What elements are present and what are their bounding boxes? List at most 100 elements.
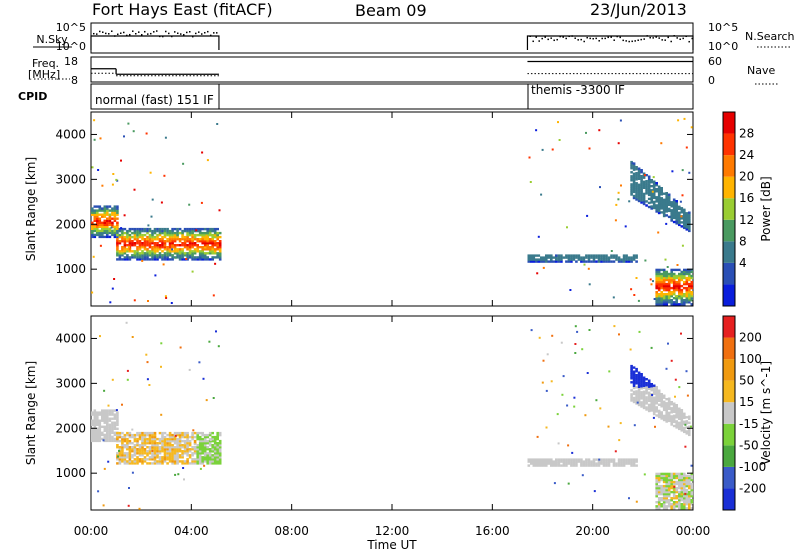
data-cell [156,246,159,249]
data-cell [191,240,194,243]
data-cell [133,227,137,231]
data-cell [678,411,681,414]
data-cell [101,415,104,418]
data-cell [602,460,606,463]
data-cell [208,450,212,453]
data-cell [143,252,147,255]
data-cell [158,452,162,455]
noise-point [625,40,627,42]
data-cell [116,211,119,214]
data-cell [685,499,689,502]
data-cell [665,204,668,207]
data-cell [632,190,636,194]
data-cell [630,464,633,467]
data-cell [672,416,676,420]
data-cell [136,258,139,261]
scatter-cell [670,359,673,362]
data-cell [103,429,107,432]
data-cell [138,460,142,463]
data-cell [106,225,109,228]
data-cell [675,420,678,423]
data-cell [168,242,172,245]
data-cell [652,402,656,406]
data-cell [675,284,678,288]
data-cell [218,452,222,455]
data-cell [168,238,172,241]
data-cell [138,252,142,255]
data-cell [201,233,204,237]
data-cell [93,229,97,233]
noise-point [586,36,588,39]
data-cell [680,476,684,480]
data-cell [171,244,174,247]
data-cell [213,454,217,457]
data-cell [188,435,192,439]
scatter-cell [629,348,632,351]
data-cell [675,280,678,284]
noise-point [628,40,630,43]
data-cell [211,238,214,241]
data-cell [121,456,124,459]
data-cell [660,187,663,190]
data-cell [642,382,646,385]
noise-point [147,33,149,35]
data-cell [91,231,94,235]
data-cell [680,482,684,486]
data-cell [602,258,606,261]
data-cell [166,450,169,453]
data-cell [138,444,142,447]
data-cell [218,442,222,445]
data-cell [640,391,643,394]
data-cell [688,499,691,502]
data-cell [163,246,167,249]
noise-point [613,39,615,41]
data-cell [201,235,204,239]
data-cell [153,244,157,247]
data-cell [678,288,681,292]
data-cell [136,252,139,255]
data-cell [196,238,199,241]
data-cell [557,256,561,259]
data-cell [108,235,112,239]
data-cell [632,172,636,175]
data-cell [191,433,194,437]
data-cell [672,505,676,508]
data-cell [148,240,152,243]
data-cell [206,454,209,457]
data-cell [660,197,663,200]
data-cell [555,460,558,463]
data-cell [193,233,197,237]
scatter-cell [97,169,100,171]
data-cell [565,254,568,257]
scatter-cell [595,399,598,402]
x-tick-label: 00:00 [676,524,711,538]
noise-point [138,31,140,33]
data-cell [181,439,184,443]
data-cell [680,492,684,496]
data-cell [665,270,668,274]
data-cell [627,258,631,261]
data-cell [690,295,694,298]
data-cell [683,220,686,224]
scatter-cell [653,298,656,300]
data-cell [106,439,109,443]
data-cell [675,404,678,407]
data-cell [218,254,222,257]
data-cell [637,199,641,203]
data-cell [570,458,573,461]
data-cell [206,460,209,463]
data-cell [131,240,134,243]
data-cell [678,219,681,223]
data-cell [683,212,686,215]
data-cell [176,458,179,461]
data-cell [198,450,202,453]
data-cell [667,499,671,502]
data-cell [572,258,576,261]
data-cell [680,209,684,212]
data-cell [657,503,661,506]
data-cell [176,450,179,453]
data-cell [198,252,202,255]
data-cell [171,448,174,451]
data-cell [685,484,689,488]
data-cell [655,406,658,409]
